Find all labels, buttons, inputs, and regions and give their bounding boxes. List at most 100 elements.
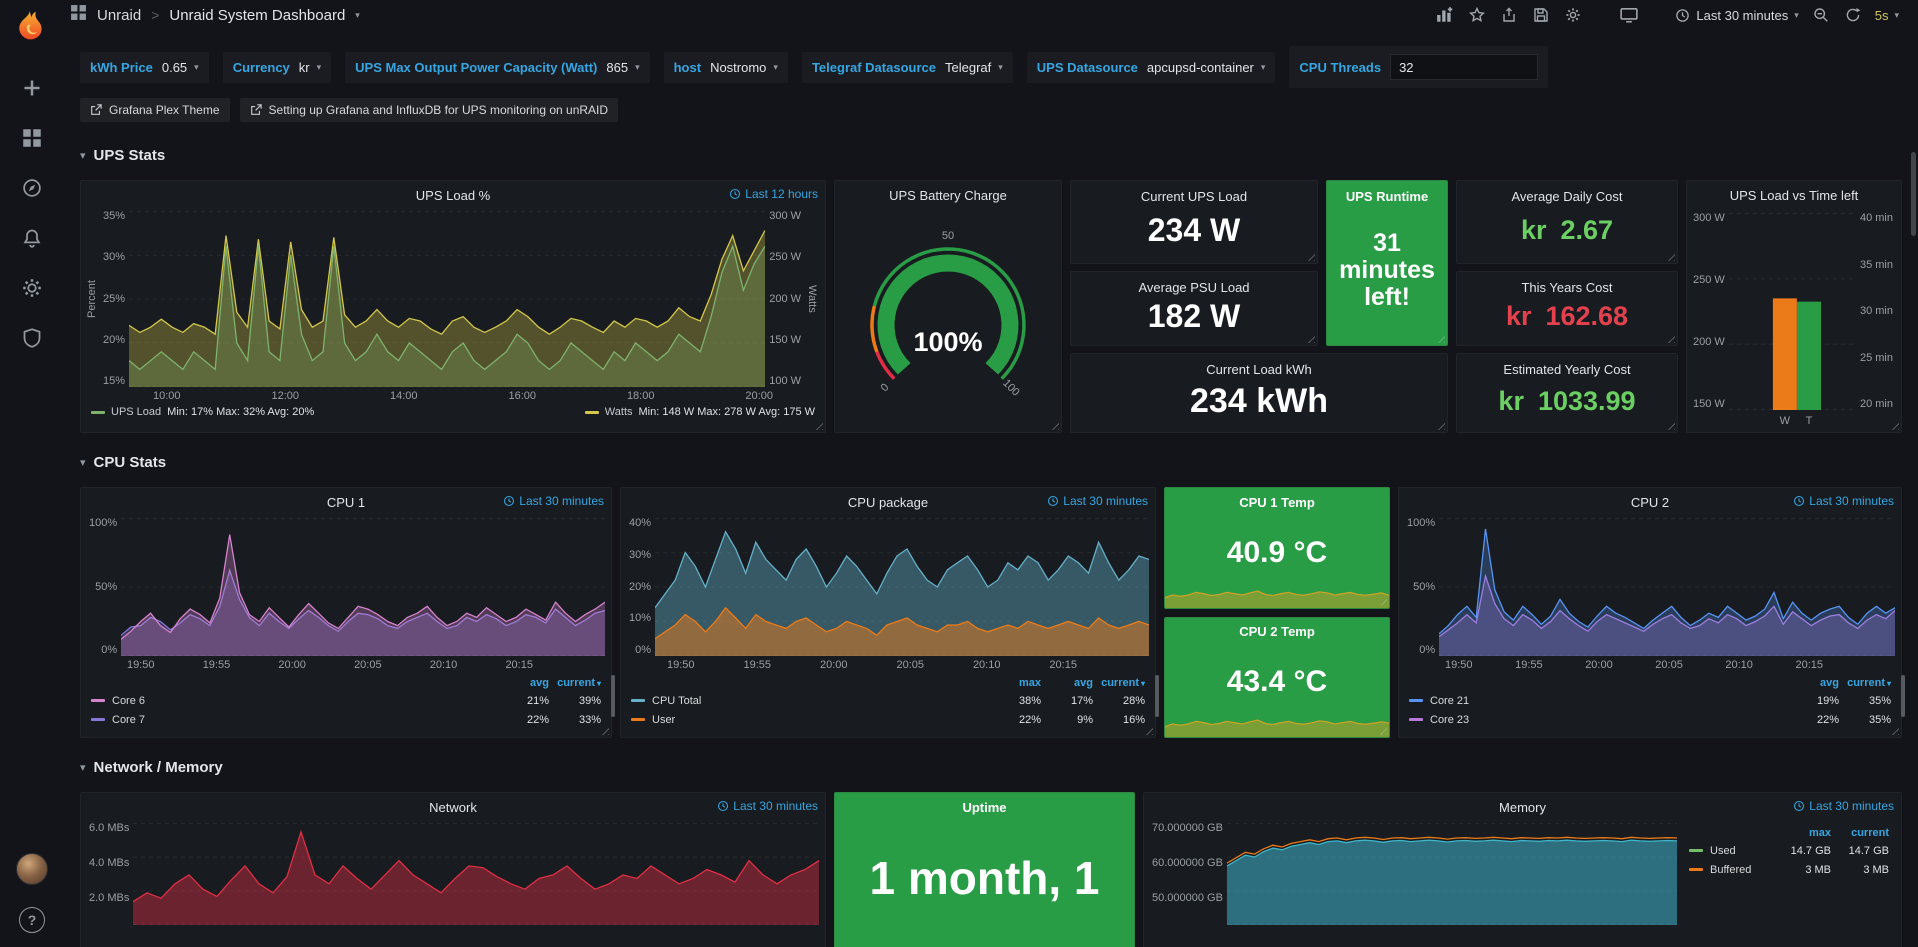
dashboard-grid-icon[interactable] [70,4,87,26]
create-plus-icon[interactable] [20,76,44,100]
stat-value: 40.9 °C [1226,535,1328,569]
refresh-button[interactable] [1838,0,1868,30]
chevron-down-icon: ▾ [80,456,86,469]
ups-stat-cluster: Current UPS Load 234 W UPS Runtime 31 mi… [1070,180,1448,433]
panel-cpu2: CPU 2 Last 30 minutes 100% 50% 0% 19:50 19:… [1398,487,1905,738]
stat-value: 1 month, 1 [869,852,1100,904]
variable-kwh-price[interactable]: kWh Price 0.65 ▾ [80,51,209,83]
y-axis-left: 100% 50% 0% [89,517,118,656]
variable-ups-datasource[interactable]: UPS Datasource apcupsd-container ▾ [1026,51,1276,83]
panel-time-range[interactable]: Last 30 minutes [1793,494,1894,508]
alerting-bell-icon[interactable] [20,226,44,250]
series-dash [91,699,105,702]
share-button[interactable] [1494,0,1524,30]
breadcrumb-folder[interactable]: Unraid [97,6,142,24]
sidebar-bottom: ? [16,853,48,933]
legend-row: Used 14.7 GB 14.7 GB [1689,841,1889,860]
explore-compass-icon[interactable] [20,176,44,200]
row-header-cpu-stats[interactable]: ▾ CPU Stats [80,453,167,471]
y-axis-name-right: Watts [806,285,818,313]
sort-caret-icon: ▾ [1140,678,1145,688]
row-header-ups-stats[interactable]: ▾ UPS Stats [80,146,166,164]
legend-table: max current Used 14.7 GB 14.7 GB Buffere… [1683,821,1901,925]
cost-stat-column: Average Daily Cost kr 2.67 This Years Co… [1456,180,1678,433]
y-axis-right: 300 W 250 W 200 W 150 W 100 W [769,210,801,387]
caret-down-icon: ▾ [1260,61,1266,72]
dashboard-title[interactable]: Unraid System Dashboard [169,6,346,24]
svg-text:100: 100 [1000,377,1021,398]
memory-chart[interactable] [1226,823,1677,925]
caret-down-icon: ▾ [1894,9,1899,20]
stat-value: 2.67 [1560,214,1614,245]
caret-down-icon: ▾ [194,61,199,72]
network-chart[interactable] [133,823,820,925]
admin-shield-icon[interactable] [20,326,44,350]
zoom-out-button[interactable] [1806,0,1836,30]
panel-time-range[interactable]: Last 30 minutes [1047,494,1148,508]
page-scrollbar[interactable] [1911,152,1916,236]
panel-estimated-yearly-cost: Estimated Yearly Cost kr 1033.99 [1456,353,1678,433]
add-panel-button[interactable] [1430,0,1460,30]
refresh-interval-picker[interactable]: 5s ▾ [1870,0,1904,30]
cpu-package-chart[interactable] [655,518,1150,656]
row-header-network-memory[interactable]: ▾ Network / Memory [80,758,223,776]
help-icon[interactable]: ? [19,907,45,933]
series-dash [91,410,105,414]
dashboard-link[interactable]: Setting up Grafana and InfluxDB for UPS … [239,98,619,122]
clock-icon [1048,495,1059,507]
legend-row: Core 21 19% 35% [1409,691,1891,710]
dashboard-link[interactable]: Grafana Plex Theme [80,98,230,122]
x-axis: 19:50 19:55 20:00 20:05 20:10 20:15 [667,658,1077,671]
ups-load-chart[interactable] [129,211,766,387]
dashboard-links-row: Grafana Plex Theme Setting up Grafana an… [80,98,1902,122]
cpu-threads-input[interactable] [1390,54,1539,80]
stat-value: 234 kWh [1190,381,1328,420]
dashboard-settings-button[interactable] [1558,0,1588,30]
legend-scrollbar[interactable] [1901,675,1905,717]
y-axis-left: 6.0 MBs 4.0 MBs 2.0 MBs [89,822,130,904]
clock-icon [1794,800,1805,812]
save-button[interactable] [1526,0,1556,30]
panel-time-range[interactable]: Last 12 hours [729,187,818,201]
grafana-logo-icon[interactable] [13,8,51,48]
time-range-picker[interactable]: Last 30 minutes ▾ [1670,0,1803,30]
legend-row: Core 7 22% 33% [91,710,601,729]
series-dash [1689,849,1703,852]
panel-ups-runtime: UPS Runtime 31 minutes left! [1326,180,1448,346]
dashboards-icon[interactable] [20,126,44,150]
caret-down-icon: ▾ [1794,9,1799,20]
variable-ups-max-output[interactable]: UPS Max Output Power Capacity (Watt) 865… [345,51,650,83]
legend-row: User 22% 9% 16% [631,710,1145,729]
stat-value: 234 W [1147,211,1241,248]
cycle-view-monitor-icon[interactable] [1614,0,1644,30]
variable-currency[interactable]: Currency kr ▾ [222,51,332,83]
battery-gauge[interactable]: 0 50 100 [835,209,1061,432]
panel-time-range[interactable]: Last 30 minutes [1793,799,1894,813]
legend-table: max avg current ▾ CPU Total 38% 17% 28% U… [621,673,1159,733]
caret-down-icon[interactable]: ▾ [355,9,360,20]
clock-icon [504,495,515,507]
panel-time-range[interactable]: Last 30 minutes [717,799,818,813]
star-button[interactable] [1462,0,1492,30]
variable-host[interactable]: host Nostromo ▾ [663,51,788,83]
stat-value: 1033.99 [1537,385,1636,416]
panel-time-range[interactable]: Last 30 minutes [503,494,604,508]
cpu1-chart[interactable] [121,518,606,656]
user-avatar[interactable] [16,853,48,885]
legend-row: CPU Total 38% 17% 28% [631,691,1145,710]
currency-prefix: kr [1505,301,1532,331]
cpu2-chart[interactable] [1439,518,1896,656]
variable-telegraf-datasource[interactable]: Telegraf Datasource Telegraf ▾ [801,51,1013,83]
configuration-gear-icon[interactable] [20,276,44,300]
legend-scrollbar[interactable] [1155,675,1159,717]
sort-caret-icon: ▾ [596,678,601,688]
series-dash [1689,868,1703,871]
ups-stats-row: UPS Load % Last 12 hours Percent 35% 30% 2… [80,180,1902,433]
legend-scrollbar[interactable] [611,675,615,717]
x-axis: 10:00 12:00 14:00 16:00 18:00 20:00 [153,389,773,402]
svg-text:0: 0 [879,381,892,394]
breadcrumb-separator: > [151,7,160,23]
panel-ups-load-vs-time-left: UPS Load vs Time left 300 W 250 W 200 W 150… [1686,180,1902,433]
